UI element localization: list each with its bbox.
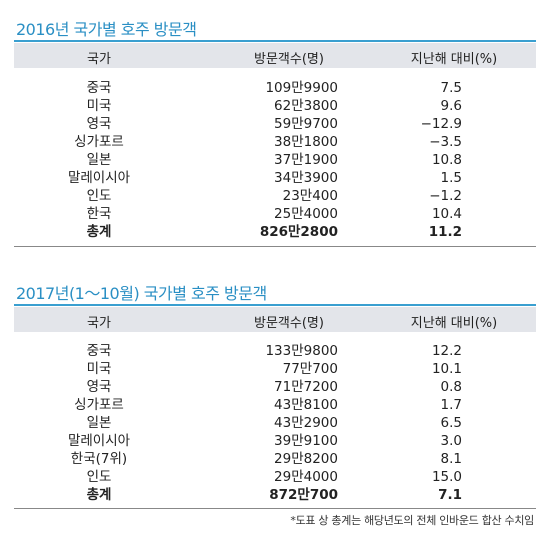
footnote: *도표 상 총계는 해당년도의 전체 인바운드 합산 수치임 bbox=[290, 514, 534, 527]
visitors-cell: 38만1800 bbox=[274, 134, 338, 150]
table-2016-header-change: 지난해 대비(%) bbox=[410, 52, 498, 67]
table-2016-title: 2016년 국가별 호주 방문객 bbox=[16, 20, 197, 39]
table-row: 영국 71만7200 0.8 bbox=[14, 378, 536, 396]
table-row: 미국 77만700 10.1 bbox=[14, 360, 536, 378]
change-cell: 11.2 bbox=[428, 224, 462, 240]
visitors-cell: 25만4000 bbox=[274, 206, 338, 222]
country-cell: 영국 bbox=[86, 379, 112, 395]
table-row: 말레이시아 39만9100 3.0 bbox=[14, 432, 536, 450]
country-cell: 싱가포르 bbox=[74, 134, 124, 150]
table-2017-header-change: 지난해 대비(%) bbox=[410, 316, 498, 331]
table-row: 중국 133만9800 12.2 bbox=[14, 342, 536, 360]
country-cell: 중국 bbox=[86, 343, 112, 359]
table-row: 일본 43만2900 6.5 bbox=[14, 414, 536, 432]
table-row: 한국(7위) 29만8200 8.1 bbox=[14, 450, 536, 468]
table-row: 미국 62만3800 9.6 bbox=[14, 97, 536, 115]
country-cell: 한국(7위) bbox=[70, 451, 128, 467]
change-cell: 0.8 bbox=[440, 379, 462, 395]
change-cell: −1.2 bbox=[429, 188, 462, 204]
visitors-cell: 872만700 bbox=[269, 487, 338, 503]
table-row: 말레이시아 34만3900 1.5 bbox=[14, 169, 536, 187]
change-cell: 9.6 bbox=[440, 98, 462, 114]
table-2017-body: 중국 133만9800 12.2 미국 77만700 10.1 영국 71만7200 0.8… bbox=[14, 342, 536, 504]
country-cell: 일본 bbox=[86, 415, 112, 431]
table-row: 싱가포르 43만8100 1.7 bbox=[14, 396, 536, 414]
visitors-cell: 71만7200 bbox=[274, 379, 338, 395]
country-cell: 인도 bbox=[86, 469, 112, 485]
country-cell: 말레이시아 bbox=[67, 170, 131, 186]
visitors-cell: 77만700 bbox=[282, 361, 338, 377]
change-cell: −12.9 bbox=[420, 116, 462, 132]
table-2016-header-country: 국가 bbox=[87, 52, 111, 67]
change-cell: 1.5 bbox=[440, 170, 462, 186]
country-cell: 한국 bbox=[86, 206, 112, 222]
change-cell: 6.5 bbox=[440, 415, 462, 431]
visitors-cell: 133만9800 bbox=[265, 343, 338, 359]
table-row-total: 총계 872만700 7.1 bbox=[14, 486, 536, 504]
change-cell: −3.5 bbox=[429, 134, 462, 150]
table-2017-header-visitors: 방문객수(명) bbox=[254, 316, 324, 331]
country-cell: 싱가포르 bbox=[74, 397, 124, 413]
change-cell: 3.0 bbox=[440, 433, 462, 449]
table-2017-bottom-rule bbox=[14, 508, 536, 509]
table-2016-bottom-rule bbox=[14, 246, 536, 247]
table-2017-top-rule bbox=[14, 304, 536, 306]
table-row: 한국 25만4000 10.4 bbox=[14, 205, 536, 223]
visitors-cell: 29만4000 bbox=[274, 469, 338, 485]
country-cell: 미국 bbox=[86, 361, 112, 377]
visitors-cell: 37만1900 bbox=[274, 152, 338, 168]
visitors-cell: 62만3800 bbox=[274, 98, 338, 114]
change-cell: 7.5 bbox=[440, 80, 462, 96]
country-cell: 영국 bbox=[86, 116, 112, 132]
table-2016-body: 중국 109만9900 7.5 미국 62만3800 9.6 영국 59만9700 −12.… bbox=[14, 79, 536, 241]
visitors-cell: 43만2900 bbox=[274, 415, 338, 431]
country-cell: 일본 bbox=[86, 152, 112, 168]
visitors-cell: 109만9900 bbox=[265, 80, 338, 96]
change-cell: 1.7 bbox=[440, 397, 462, 413]
table-row: 인도 29만4000 15.0 bbox=[14, 468, 536, 486]
visitors-cell: 29만8200 bbox=[274, 451, 338, 467]
table-row: 일본 37만1900 10.8 bbox=[14, 151, 536, 169]
visitors-cell: 43만8100 bbox=[274, 397, 338, 413]
table-2016-header-visitors: 방문객수(명) bbox=[254, 52, 324, 67]
table-2017-header-country: 국가 bbox=[87, 316, 111, 331]
country-cell: 총계 bbox=[86, 487, 112, 503]
country-cell: 인도 bbox=[86, 188, 112, 204]
table-2017-header: 국가 방문객수(명) 지난해 대비(%) bbox=[14, 307, 536, 332]
table-row: 중국 109만9900 7.5 bbox=[14, 79, 536, 97]
table-2016-top-rule bbox=[14, 40, 536, 42]
country-cell: 미국 bbox=[86, 98, 112, 114]
country-cell: 총계 bbox=[86, 224, 112, 240]
table-2016-header: 국가 방문객수(명) 지난해 대비(%) bbox=[14, 43, 536, 68]
change-cell: 10.8 bbox=[431, 152, 462, 168]
change-cell: 12.2 bbox=[431, 343, 462, 359]
table-row: 영국 59만9700 −12.9 bbox=[14, 115, 536, 133]
visitors-cell: 34만3900 bbox=[274, 170, 338, 186]
change-cell: 15.0 bbox=[431, 469, 462, 485]
visitors-cell: 826만2800 bbox=[259, 224, 338, 240]
country-cell: 중국 bbox=[86, 80, 112, 96]
visitors-cell: 59만9700 bbox=[274, 116, 338, 132]
change-cell: 8.1 bbox=[440, 451, 462, 467]
table-2017-title: 2017년(1～10월) 국가별 호주 방문객 bbox=[16, 284, 267, 303]
table-row: 인도 23만400 −1.2 bbox=[14, 187, 536, 205]
change-cell: 10.4 bbox=[431, 206, 462, 222]
visitors-cell: 39만9100 bbox=[274, 433, 338, 449]
table-row: 싱가포르 38만1800 −3.5 bbox=[14, 133, 536, 151]
change-cell: 7.1 bbox=[438, 487, 462, 503]
country-cell: 말레이시아 bbox=[67, 433, 131, 449]
table-row-total: 총계 826만2800 11.2 bbox=[14, 223, 536, 241]
change-cell: 10.1 bbox=[431, 361, 462, 377]
visitors-cell: 23만400 bbox=[282, 188, 338, 204]
